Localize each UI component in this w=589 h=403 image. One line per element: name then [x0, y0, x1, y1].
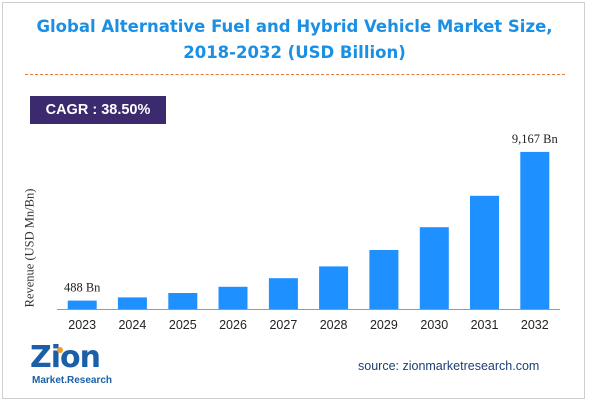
source-credit: source: zionmarketresearch.com [358, 359, 540, 373]
data-label-2023: 488 Bn [64, 281, 101, 295]
logo-subtitle: Market.Research [32, 375, 113, 386]
x-tick-label-2026: 2026 [219, 318, 247, 332]
cagr-badge: CAGR : 38.50% [30, 96, 166, 124]
bar-2032 [520, 151, 550, 309]
logo-dot-icon [57, 347, 63, 353]
bar-2028 [319, 266, 349, 309]
bar-2031 [470, 195, 499, 309]
x-tick-label-2024: 2024 [118, 318, 146, 332]
bar-2030 [419, 227, 449, 309]
x-tick-label-2031: 2031 [471, 318, 499, 332]
x-tick-labels: 2023 2024 2025 2026 2027 2028 2029 2030 2031 2032 [68, 318, 548, 332]
x-tick-label-2028: 2028 [320, 318, 348, 332]
data-label-2032: 9,167 Bn [512, 132, 559, 146]
bar-2026 [218, 286, 248, 309]
zion-logo: Zion Market.Research [30, 341, 130, 393]
chart-title: Global Alternative Fuel and Hybrid Vehic… [36, 17, 553, 62]
x-tick-label-2027: 2027 [269, 318, 297, 332]
logo-wordmark: Zion [30, 340, 101, 375]
x-tick-label-2025: 2025 [169, 318, 197, 332]
x-tick-label-2023: 2023 [68, 318, 96, 332]
bar-2024 [117, 297, 147, 309]
bar-2023 [67, 300, 97, 309]
title-divider [25, 74, 565, 75]
bar-2027 [268, 278, 298, 309]
x-tick-label-2029: 2029 [370, 318, 398, 332]
x-tick-label-2030: 2030 [420, 318, 448, 332]
x-tick-label-2032: 2032 [521, 318, 549, 332]
bars-group [67, 151, 550, 309]
bar-2025 [168, 293, 198, 309]
bar-2029 [369, 250, 399, 309]
data-labels: 488 Bn 9,167 Bn [64, 132, 558, 295]
